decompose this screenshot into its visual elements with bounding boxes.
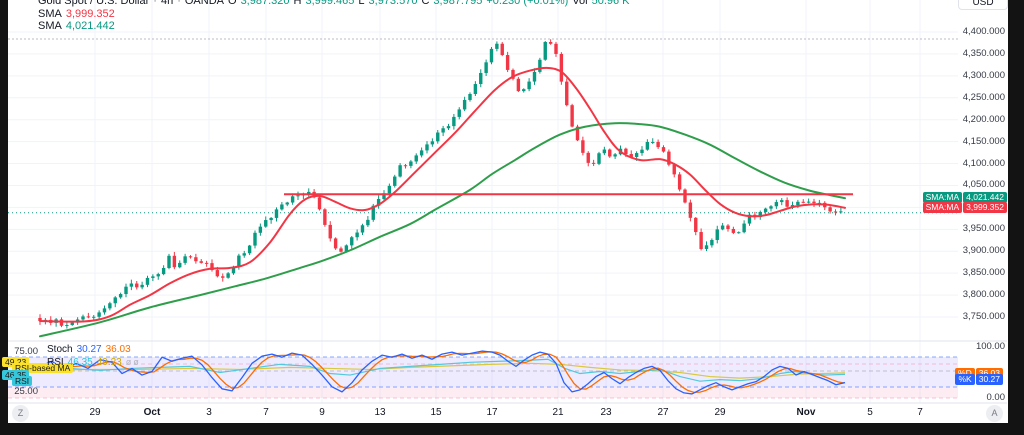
legend-text: 4h bbox=[160, 0, 174, 7]
price-tick-label: 3,900.000 bbox=[962, 245, 1005, 257]
oscillator-scale-chip: RSI bbox=[12, 376, 33, 386]
price-tick-label: 3,750.000 bbox=[962, 311, 1005, 323]
stoch-legend-row[interactable]: Stoch 30.27 36.03 bbox=[47, 344, 135, 356]
legend-text: 3,987.320 bbox=[240, 0, 290, 7]
time-tick-label[interactable]: Oct bbox=[143, 407, 161, 418]
legend-eye-icon[interactable]: ø bbox=[125, 357, 132, 367]
time-tick-label[interactable]: 27 bbox=[657, 407, 669, 418]
sma-badge-value: 4,021.442 bbox=[963, 192, 1007, 204]
time-tick-label[interactable]: 7 bbox=[917, 407, 923, 418]
currency-toggle-button[interactable]: USD bbox=[958, 0, 1008, 10]
legend-text: L bbox=[358, 0, 365, 7]
sma-legend-row[interactable]: SMA 3,999.352 bbox=[38, 8, 119, 20]
time-tick-label[interactable]: Nov bbox=[796, 407, 816, 418]
stoch-badge-value: 30.27 bbox=[975, 373, 1003, 385]
sma-price-badge: SMA:MA 4,021.442 bbox=[922, 192, 1007, 204]
sma-legend-label: SMA bbox=[38, 8, 62, 20]
time-tick-label[interactable]: 29 bbox=[89, 407, 101, 418]
stoch-badge-label: %D bbox=[955, 367, 975, 379]
legend-text: Vol bbox=[572, 0, 588, 7]
sma-legend-value: 3,999.352 bbox=[65, 8, 115, 20]
price-tick-label: 4,150.000 bbox=[962, 135, 1005, 147]
time-tick-label[interactable]: 3 bbox=[206, 407, 212, 418]
sma-legend-label: SMA bbox=[38, 20, 62, 32]
price-tick-label: 3,800.000 bbox=[962, 289, 1005, 301]
legend-eye-icon[interactable]: ø bbox=[133, 357, 139, 367]
symbol-legend-row[interactable]: Gold Spot / U.S. Dollar · 4h · OANDA O 3,987.3… bbox=[38, 0, 634, 7]
time-tick-label[interactable]: 13 bbox=[374, 407, 386, 418]
legend-text: 46.35 bbox=[67, 357, 93, 368]
price-tick-label: 4,100.000 bbox=[962, 157, 1005, 169]
sma-legend-row[interactable]: SMA 4,021.442 bbox=[38, 20, 119, 32]
legend-text: · bbox=[153, 0, 157, 7]
legend-text: OANDA bbox=[184, 0, 224, 7]
legend-text: 3,999.465 bbox=[305, 0, 355, 7]
legend-text: 36.03 bbox=[105, 344, 131, 355]
time-tick-label[interactable]: 17 bbox=[486, 407, 498, 418]
legend-text: O bbox=[228, 0, 237, 7]
legend-text: C bbox=[421, 0, 430, 7]
time-tick-label[interactable]: 7 bbox=[263, 407, 269, 418]
oscillator-tick-label: 100.00 bbox=[975, 341, 1005, 352]
price-tick-label: 4,200.000 bbox=[962, 113, 1005, 125]
time-tick-label[interactable]: 29 bbox=[714, 407, 726, 418]
time-tick-label[interactable]: 23 bbox=[600, 407, 612, 418]
time-tick-label[interactable]: 15 bbox=[430, 407, 442, 418]
price-tick-label: 4,300.000 bbox=[962, 69, 1005, 81]
legend-text: RSI bbox=[47, 357, 64, 368]
legend-text: 49.23 bbox=[96, 357, 122, 368]
legend-text: 50.96 K bbox=[591, 0, 630, 7]
timezone-button[interactable]: Z bbox=[12, 405, 29, 422]
sma-price-badge: SMA:MA 3,999.352 bbox=[922, 202, 1007, 214]
price-tick-label: 4,400.000 bbox=[962, 26, 1005, 37]
oscillator-left-tick-label: 75.00 bbox=[14, 346, 38, 357]
auto-scale-button[interactable]: A bbox=[986, 405, 1003, 422]
price-tick-label: 3,850.000 bbox=[962, 267, 1005, 279]
oscillator-scale-chip: 46.35 bbox=[2, 370, 30, 380]
sma-badge-label: SMA:MA bbox=[922, 192, 963, 204]
legend-text: 3,987.795 bbox=[433, 0, 483, 7]
price-tick-label: 4,250.000 bbox=[962, 91, 1005, 103]
stoch-badge-label: %K bbox=[955, 373, 975, 385]
legend-text: · bbox=[177, 0, 181, 7]
price-tick-label: 4,050.000 bbox=[962, 179, 1005, 191]
legend-text: Gold Spot / U.S. Dollar bbox=[38, 0, 150, 7]
legend-text: H bbox=[293, 0, 302, 7]
legend-text: 30.27 bbox=[76, 344, 102, 355]
sma-badge-value: 3,999.352 bbox=[963, 202, 1007, 214]
stoch-badge-value: 36.03 bbox=[975, 367, 1003, 379]
oscillator-left-tick-label: 25.00 bbox=[14, 386, 38, 397]
oscillator-scale-chip: RSI-based MA bbox=[12, 363, 74, 373]
price-tick-label: 4,350.000 bbox=[962, 47, 1005, 59]
sma-legend-value: 4,021.442 bbox=[65, 20, 115, 32]
oscillator-scale-chip: 49.23 bbox=[2, 357, 30, 367]
time-tick-label[interactable]: 5 bbox=[867, 407, 873, 418]
sma-badge-label: SMA:MA bbox=[922, 202, 963, 214]
time-tick-label[interactable]: 21 bbox=[552, 407, 564, 418]
time-tick-label[interactable]: 9 bbox=[319, 407, 325, 418]
legend-text: 3,973.570 bbox=[368, 0, 418, 7]
legend-text: +0.230 (+0.01%) bbox=[486, 0, 569, 7]
stoch-value-badge: %K 30.27 bbox=[955, 373, 1003, 385]
oscillator-tick-label: 0.00 bbox=[986, 392, 1006, 403]
stoch-value-badge: %D 36.03 bbox=[955, 367, 1003, 379]
price-tick-label: 3,950.000 bbox=[962, 223, 1005, 235]
rsi-legend-row[interactable]: RSI 46.35 49.23 ø ø bbox=[47, 356, 141, 369]
legend-text: Stoch bbox=[47, 344, 73, 355]
